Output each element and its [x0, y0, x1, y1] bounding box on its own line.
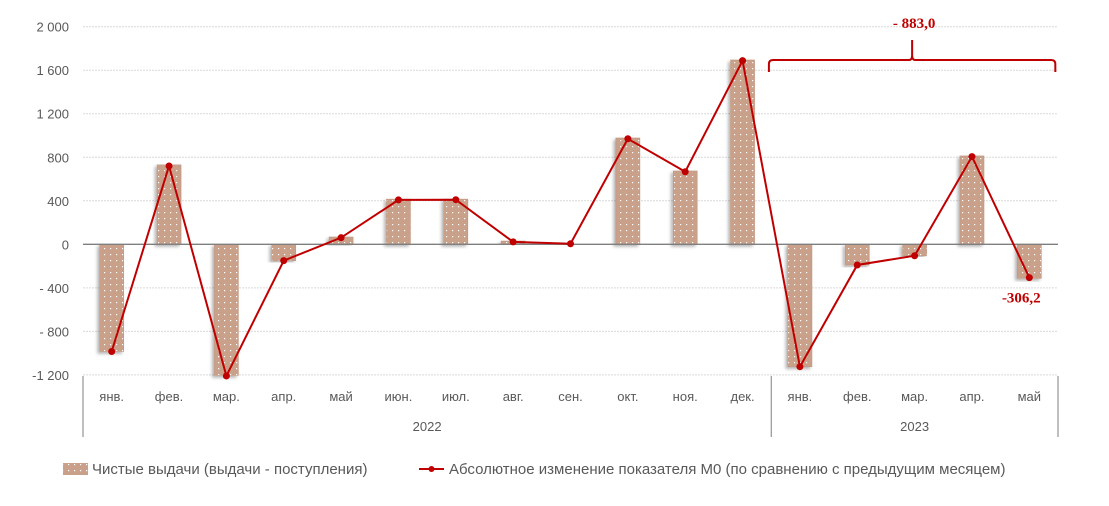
x-category-label: май: [329, 389, 352, 404]
x-group-label: 2022: [413, 419, 442, 434]
line-marker: [108, 347, 116, 355]
bracket-2023: [767, 40, 1057, 72]
y-tick-label: 1 600: [36, 63, 69, 78]
x-category-label: мар.: [213, 389, 240, 404]
data-label-may-2023: -306,2: [1002, 291, 1041, 307]
y-tick-label: 400: [47, 194, 69, 209]
bar: [214, 244, 239, 376]
x-category-label: сен.: [558, 389, 583, 404]
x-category-label: июн.: [385, 389, 413, 404]
line-marker: [452, 196, 460, 204]
x-category-label: янв.: [788, 389, 813, 404]
bar: [672, 170, 698, 245]
line-marker: [739, 57, 747, 65]
x-category-label: июл.: [442, 389, 470, 404]
line-marker: [624, 135, 632, 143]
line-marker: [681, 168, 689, 176]
annotations: - 883,0 -306,2: [767, 16, 1057, 307]
legend: Чистые выдачи (выдачи - поступления) Абс…: [63, 461, 1005, 478]
y-axis-ticks: 2 000 1 600 1 200 800 400 0 - 400 - 800 -1 200: [32, 20, 69, 383]
line-marker: [853, 261, 861, 269]
x-category-label: авг.: [503, 389, 524, 404]
x-category-label: апр.: [959, 389, 984, 404]
y-tick-label: - 800: [39, 324, 69, 339]
line-marker: [165, 162, 173, 170]
x-category-label: окт.: [617, 389, 638, 404]
x-category-label: фев.: [155, 389, 183, 404]
y-tick-label: 800: [47, 150, 69, 165]
line-marker: [222, 372, 230, 380]
x-category-label: ноя.: [673, 389, 698, 404]
bar: [730, 59, 755, 245]
y-tick-label: - 400: [39, 281, 69, 296]
y-tick-label: 1 200: [36, 107, 69, 122]
line-marker: [968, 153, 976, 161]
bar-series: [99, 59, 1042, 376]
line-marker: [567, 240, 574, 248]
bracket-label: - 883,0: [893, 16, 936, 32]
series-line: [110, 57, 1031, 379]
x-category-label: мар.: [901, 389, 928, 404]
x-category-label: фев.: [843, 389, 871, 404]
bar: [787, 244, 813, 368]
x-group-label: 2023: [900, 419, 929, 434]
line-marker: [280, 257, 288, 265]
line-marker: [394, 196, 402, 204]
bar: [1017, 244, 1042, 279]
x-category-label: апр.: [271, 389, 296, 404]
gridlines: [83, 26, 1058, 376]
x-category-label: дек.: [730, 389, 754, 404]
line-marker: [337, 234, 345, 242]
y-tick-label: -1 200: [32, 368, 69, 383]
y-tick-label: 2 000: [36, 20, 69, 35]
x-category-label: янв.: [99, 389, 124, 404]
legend-label-line: Абсолютное изменение показателя М0 (по с…: [449, 461, 1005, 478]
line-series: [108, 57, 1033, 380]
y-tick-label: 0: [62, 237, 69, 252]
line-marker: [1025, 274, 1033, 282]
bar: [156, 164, 182, 245]
legend-swatch-bars: [63, 463, 88, 475]
x-axis: янв. фев. мар. апр. май июн. июл. авг. сен. окт. н…: [82, 376, 1059, 437]
x-category-label: май: [1018, 389, 1041, 404]
bar: [99, 244, 124, 352]
legend-label-bars: Чистые выдачи (выдачи - поступления): [92, 461, 367, 478]
line-marker: [796, 363, 804, 371]
legend-swatch-marker: [428, 466, 435, 472]
line-marker: [509, 238, 517, 246]
line-marker: [911, 252, 919, 260]
